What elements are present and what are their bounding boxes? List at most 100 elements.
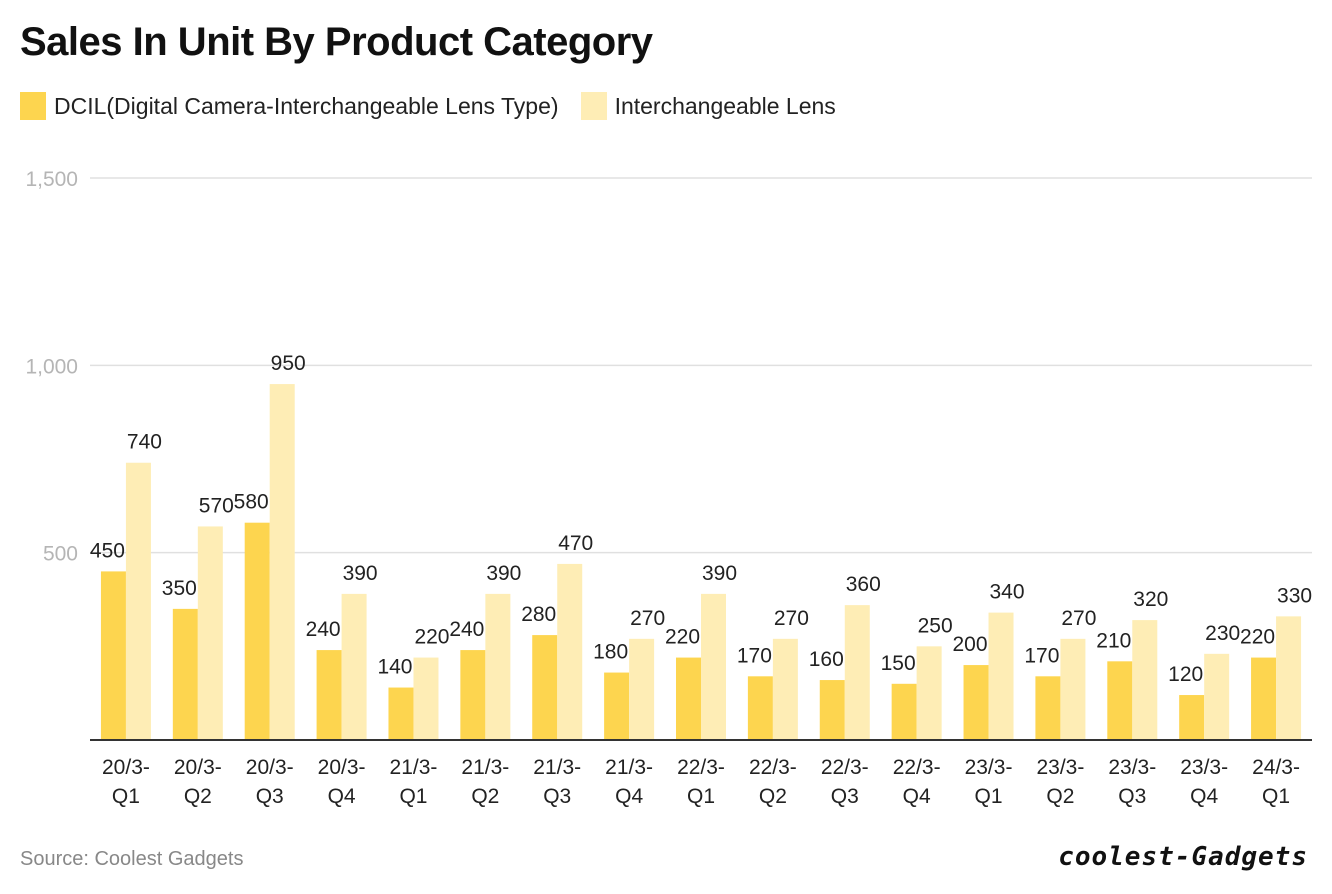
data-label-lens: 740 bbox=[127, 431, 162, 454]
x-tick-label: 22/3- bbox=[821, 756, 869, 779]
x-tick-label: Q3 bbox=[831, 785, 859, 808]
bar-lens bbox=[1060, 638, 1086, 740]
data-label-dcil: 180 bbox=[593, 641, 628, 664]
data-label-dcil: 220 bbox=[1240, 626, 1275, 649]
x-tick-label: Q3 bbox=[256, 785, 284, 808]
bar-dcil bbox=[1107, 661, 1133, 740]
bar-lens bbox=[125, 462, 151, 740]
x-tick-label: 21/3- bbox=[461, 756, 509, 779]
bar-lens bbox=[1204, 653, 1230, 740]
y-tick-label: 500 bbox=[43, 543, 78, 566]
x-tick-label: 23/3- bbox=[1180, 756, 1228, 779]
x-tick-label: 20/3- bbox=[246, 756, 294, 779]
legend-item-lens[interactable]: Interchangeable Lens bbox=[580, 92, 836, 120]
x-tick-label: Q4 bbox=[615, 785, 643, 808]
data-label-lens: 270 bbox=[1061, 607, 1096, 630]
legend-item-dcil[interactable]: DCIL(Digital Camera-Interchangeable Lens… bbox=[20, 92, 559, 120]
data-label-dcil: 280 bbox=[521, 603, 556, 626]
data-label-lens: 330 bbox=[1277, 584, 1312, 607]
x-tick-label: Q1 bbox=[1262, 785, 1290, 808]
legend-swatch-lens bbox=[580, 92, 607, 120]
bar-lens bbox=[772, 638, 798, 740]
x-tick-label: 23/3- bbox=[1036, 756, 1084, 779]
x-tick-label: Q4 bbox=[903, 785, 931, 808]
x-tick-label: 22/3- bbox=[893, 756, 941, 779]
x-tick-label: 24/3- bbox=[1252, 756, 1300, 779]
bar-dcil bbox=[676, 657, 701, 740]
data-label-dcil: 210 bbox=[1096, 629, 1131, 652]
bar-dcil bbox=[460, 650, 486, 740]
y-tick-label: 1,000 bbox=[25, 355, 78, 378]
x-tick-label: Q2 bbox=[759, 785, 787, 808]
bar-dcil bbox=[316, 650, 342, 740]
x-tick-label: Q3 bbox=[543, 785, 571, 808]
x-tick-label: Q2 bbox=[184, 785, 212, 808]
bar-dcil bbox=[819, 680, 845, 740]
data-label-dcil: 240 bbox=[449, 618, 484, 641]
x-tick-label: 20/3- bbox=[174, 756, 222, 779]
x-tick-label: Q1 bbox=[975, 785, 1003, 808]
bar-dcil bbox=[172, 608, 198, 740]
legend-swatch-dcil bbox=[20, 92, 46, 120]
bar-lens bbox=[269, 384, 295, 740]
data-label-lens: 220 bbox=[414, 626, 449, 649]
bar-dcil bbox=[1179, 695, 1205, 740]
x-tick-label: 23/3- bbox=[965, 756, 1013, 779]
data-label-lens: 950 bbox=[271, 352, 306, 375]
bar-dcil bbox=[747, 676, 773, 740]
data-label-lens: 390 bbox=[702, 562, 737, 585]
bar-dcil bbox=[388, 687, 414, 740]
bar-lens bbox=[1276, 616, 1302, 740]
x-tick-label: Q1 bbox=[112, 785, 140, 808]
bar-lens bbox=[557, 563, 583, 740]
source-note: Source: Coolest Gadgets bbox=[20, 848, 244, 870]
legend: DCIL(Digital Camera-Interchangeable Lens… bbox=[20, 92, 858, 120]
data-label-lens: 570 bbox=[199, 494, 234, 517]
data-label-dcil: 120 bbox=[1168, 663, 1203, 686]
brand-logo: coolest-Gadgets bbox=[1058, 842, 1308, 872]
data-label-dcil: 200 bbox=[953, 633, 988, 656]
bar-lens bbox=[485, 593, 511, 740]
bar-dcil bbox=[532, 635, 558, 740]
data-label-dcil: 170 bbox=[1024, 644, 1059, 667]
x-tick-label: Q4 bbox=[328, 785, 356, 808]
data-label-lens: 320 bbox=[1133, 588, 1168, 611]
x-tick-label: Q2 bbox=[471, 785, 499, 808]
x-tick-label: Q3 bbox=[1118, 785, 1146, 808]
data-label-dcil: 150 bbox=[881, 652, 916, 675]
x-tick-label: 20/3- bbox=[102, 756, 150, 779]
chart-title: Sales In Unit By Product Category bbox=[20, 20, 653, 64]
bar-lens bbox=[916, 646, 942, 740]
bar-lens bbox=[341, 593, 367, 740]
legend-label-dcil: DCIL(Digital Camera-Interchangeable Lens… bbox=[54, 92, 559, 119]
data-label-lens: 270 bbox=[774, 607, 809, 630]
bar-dcil bbox=[604, 672, 630, 740]
legend-label-lens: Interchangeable Lens bbox=[614, 92, 836, 119]
y-tick-label: 1,500 bbox=[25, 168, 78, 191]
x-tick-label: 22/3- bbox=[677, 756, 725, 779]
data-label-dcil: 240 bbox=[306, 618, 341, 641]
bar-lens bbox=[844, 605, 870, 740]
data-label-lens: 340 bbox=[990, 581, 1025, 604]
data-label-dcil: 580 bbox=[234, 491, 269, 514]
x-tick-label: 22/3- bbox=[749, 756, 797, 779]
bar-lens bbox=[1132, 620, 1158, 740]
data-label-lens: 470 bbox=[558, 532, 593, 555]
bar-dcil bbox=[891, 683, 917, 740]
data-label-lens: 390 bbox=[343, 562, 378, 585]
data-label-lens: 270 bbox=[630, 607, 665, 630]
bar-dcil bbox=[100, 571, 126, 740]
data-label-lens: 360 bbox=[846, 573, 881, 596]
bar-dcil bbox=[1251, 657, 1277, 740]
bar-lens bbox=[629, 638, 655, 740]
data-label-dcil: 350 bbox=[162, 577, 197, 600]
bar-dcil bbox=[244, 522, 270, 740]
x-tick-label: 20/3- bbox=[318, 756, 366, 779]
x-tick-label: Q1 bbox=[687, 785, 715, 808]
data-label-dcil: 450 bbox=[90, 539, 125, 562]
data-label-lens: 390 bbox=[486, 562, 521, 585]
x-tick-label: Q4 bbox=[1190, 785, 1218, 808]
bar-lens bbox=[413, 657, 439, 740]
data-label-lens: 250 bbox=[918, 614, 953, 637]
